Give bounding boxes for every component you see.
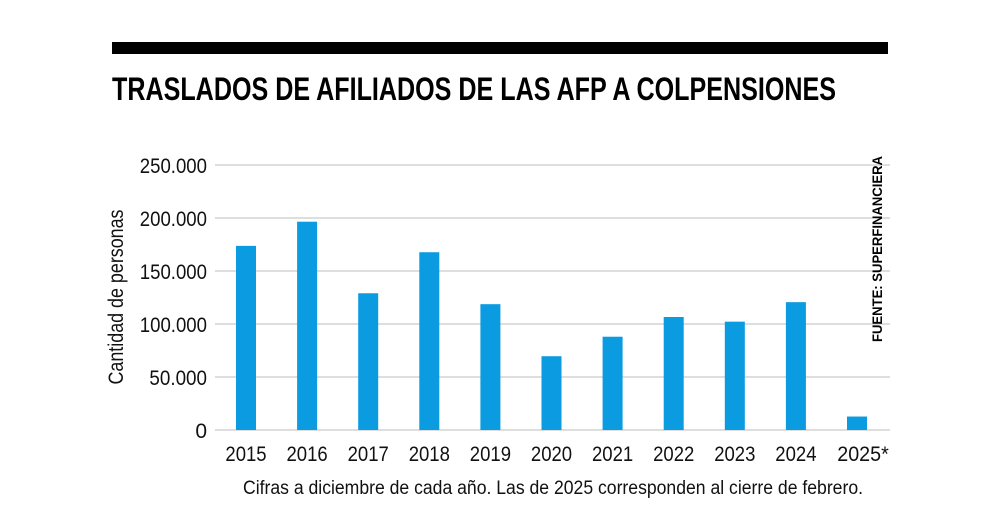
bar-2018 bbox=[419, 252, 440, 430]
y-tick-label: 0 bbox=[195, 420, 207, 443]
y-tick-label: 200.000 bbox=[140, 208, 207, 231]
x-tick-label: 2024 bbox=[775, 443, 816, 466]
bar-2020 bbox=[541, 356, 562, 430]
x-tick-label: 2016 bbox=[287, 443, 328, 466]
x-tick-label: 2019 bbox=[470, 443, 511, 466]
x-tick-label: 2022 bbox=[653, 443, 694, 466]
y-tick-label: 50.000 bbox=[149, 367, 207, 390]
x-tick-label: 2018 bbox=[409, 443, 450, 466]
y-tick-label: 250.000 bbox=[140, 155, 207, 178]
footnote: Cifras a diciembre de cada año. Las de 2… bbox=[243, 478, 863, 499]
x-tick-label: 2020 bbox=[531, 443, 572, 466]
y-axis-label: Cantidad de personas bbox=[105, 210, 128, 385]
bar-2024 bbox=[785, 302, 806, 430]
bar-2016 bbox=[297, 221, 318, 430]
y-tick-label: 100.000 bbox=[140, 314, 207, 337]
x-tick-label: 2017 bbox=[348, 443, 389, 466]
x-tick-label: 2015 bbox=[225, 443, 266, 466]
source-label: FUENTE: SUPERFINANCIERA bbox=[869, 156, 885, 342]
x-tick-label: 2025* bbox=[837, 443, 889, 466]
bar-2022 bbox=[663, 317, 684, 430]
bar-2015 bbox=[236, 245, 256, 430]
chart-title: TRASLADOS DE AFILIADOS DE LAS AFP A COLP… bbox=[112, 71, 836, 107]
bar-2023 bbox=[724, 321, 745, 430]
bar-2019 bbox=[480, 304, 501, 430]
title-rule bbox=[112, 42, 888, 54]
y-tick-label: 150.000 bbox=[140, 261, 207, 284]
x-tick-label: 2023 bbox=[714, 443, 755, 466]
bar-2025 bbox=[847, 416, 867, 430]
x-tick-label: 2021 bbox=[592, 443, 633, 466]
bar-2021 bbox=[602, 336, 623, 430]
bar-2017 bbox=[358, 293, 379, 430]
